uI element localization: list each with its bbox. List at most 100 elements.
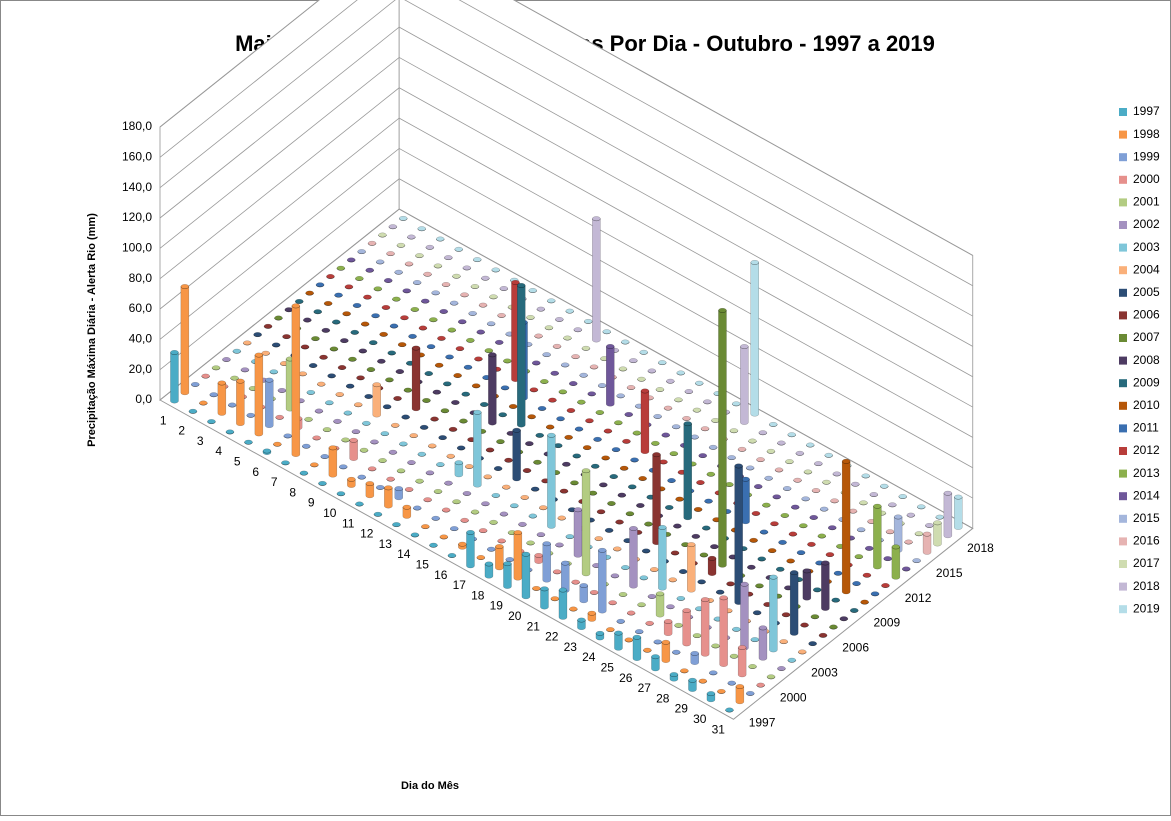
- z-tick-label: 2003: [811, 666, 838, 680]
- bar: [811, 488, 821, 493]
- bar: [531, 360, 541, 366]
- x-tick-label: 6: [252, 465, 259, 479]
- bar: [617, 492, 627, 498]
- bar: [574, 426, 584, 432]
- bar: [588, 490, 598, 496]
- bar: [372, 382, 382, 418]
- bar: [678, 569, 688, 574]
- bar: [423, 271, 432, 277]
- bar: [452, 499, 461, 505]
- bar: [476, 555, 486, 560]
- x-tick-label: 12: [360, 527, 374, 541]
- bar: [764, 475, 773, 481]
- bar: [357, 474, 367, 480]
- bar: [710, 544, 719, 550]
- bar: [808, 641, 817, 647]
- bar: [315, 282, 325, 288]
- bar: [624, 411, 634, 417]
- grid-line: [159, 0, 973, 317]
- bar: [429, 542, 438, 548]
- bar: [350, 329, 360, 335]
- bar: [393, 395, 402, 401]
- legend-label: 2004: [1133, 262, 1160, 276]
- bar: [457, 319, 467, 325]
- bar: [335, 391, 345, 397]
- legend-swatch: [1119, 469, 1127, 478]
- x-tick-label: 18: [471, 588, 485, 602]
- bar: [389, 323, 399, 329]
- bar: [344, 284, 354, 290]
- bar: [407, 460, 416, 465]
- bar: [430, 416, 439, 422]
- bar: [485, 447, 495, 453]
- bar: [421, 524, 430, 530]
- bar: [313, 309, 323, 315]
- bar: [310, 462, 319, 468]
- bar: [757, 556, 767, 562]
- bar: [729, 428, 739, 434]
- x-tick-label: 19: [490, 599, 504, 613]
- bar: [481, 275, 490, 281]
- legend-swatch: [1119, 356, 1127, 365]
- bar: [864, 545, 874, 551]
- bar: [708, 670, 718, 676]
- bar: [311, 336, 320, 342]
- x-tick-label: 20: [508, 609, 522, 623]
- y-tick-label: 20,0: [129, 362, 153, 376]
- bar: [726, 581, 735, 587]
- bar: [577, 399, 586, 405]
- bar: [385, 377, 394, 383]
- bar: [325, 400, 334, 406]
- bar: [368, 340, 378, 346]
- bar: [719, 595, 728, 667]
- bar: [657, 360, 667, 366]
- x-tick-label: 7: [271, 475, 278, 489]
- bar: [780, 512, 790, 518]
- legend-label: 2007: [1133, 330, 1160, 344]
- bar: [566, 407, 576, 413]
- bar: [632, 430, 642, 436]
- x-tick-label: 11: [342, 516, 355, 530]
- bar: [410, 306, 420, 312]
- bar: [434, 362, 444, 368]
- bar: [545, 424, 555, 430]
- bar: [756, 457, 765, 463]
- y-tick-label: 0,0: [135, 392, 152, 406]
- bar: [933, 520, 942, 547]
- bar: [377, 358, 386, 364]
- bar: [565, 534, 575, 540]
- bar: [563, 335, 572, 341]
- bar: [740, 344, 749, 425]
- bar: [314, 408, 324, 414]
- bar: [306, 389, 316, 395]
- bar: [638, 476, 647, 481]
- bar: [441, 282, 451, 287]
- bar: [735, 684, 745, 705]
- bar: [652, 452, 661, 546]
- bar: [671, 424, 681, 430]
- bar: [595, 409, 605, 415]
- bar: [190, 381, 200, 387]
- bar: [661, 639, 671, 663]
- bar: [717, 688, 726, 694]
- bar: [494, 339, 504, 345]
- bar: [246, 412, 256, 418]
- z-tick-label: 2000: [780, 690, 807, 704]
- x-tick-label: 10: [323, 506, 337, 520]
- bar: [365, 267, 375, 273]
- bar: [388, 224, 398, 230]
- bar: [745, 465, 755, 471]
- bar: [731, 401, 741, 407]
- bar: [787, 432, 797, 438]
- bar: [526, 540, 535, 546]
- bar: [556, 416, 565, 422]
- legend-swatch: [1119, 311, 1127, 320]
- legend-swatch: [1119, 424, 1127, 433]
- bar: [686, 542, 696, 593]
- bar: [605, 344, 615, 407]
- bar: [486, 546, 496, 552]
- bar: [649, 567, 659, 572]
- bar: [674, 622, 683, 628]
- bar: [801, 496, 810, 502]
- bar: [499, 511, 509, 517]
